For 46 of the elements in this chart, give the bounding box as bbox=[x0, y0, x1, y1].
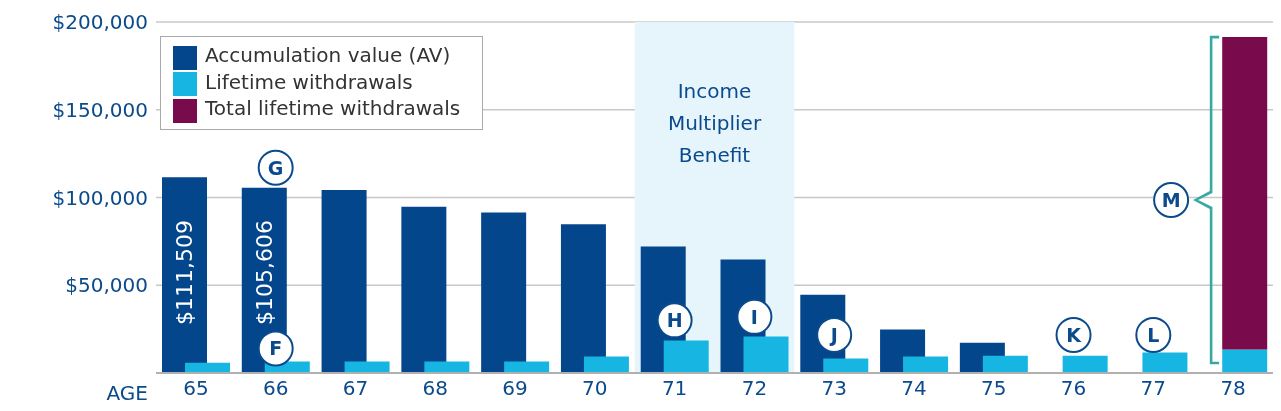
x-axis-title: AGE bbox=[106, 381, 148, 406]
bar bbox=[321, 189, 367, 373]
bar bbox=[982, 355, 1028, 373]
annotation: K bbox=[1066, 323, 1083, 346]
bar bbox=[401, 206, 447, 373]
y-tick-label: $150,000 bbox=[52, 97, 148, 122]
legend-label: Accumulation value (AV) bbox=[205, 43, 451, 67]
x-tick-label: 70 bbox=[582, 376, 608, 401]
y-tick-label: $200,000 bbox=[52, 10, 148, 35]
x-tick-label: 74 bbox=[901, 376, 927, 401]
bar bbox=[823, 358, 869, 373]
y-tick-label: $50,000 bbox=[65, 273, 148, 298]
x-tick-label: 71 bbox=[661, 376, 688, 401]
annotation: L bbox=[1147, 323, 1160, 346]
x-tick-label: 73 bbox=[821, 376, 847, 401]
x-tick-label: 66 bbox=[262, 376, 289, 401]
bar bbox=[560, 224, 606, 373]
data-label: $111,509 bbox=[172, 220, 198, 325]
x-tick-label: 76 bbox=[1060, 376, 1087, 401]
legend-label: Total lifetime withdrawals bbox=[205, 96, 461, 120]
annotation: I bbox=[750, 305, 758, 328]
x-tick-label: 78 bbox=[1220, 376, 1246, 401]
bar bbox=[1222, 349, 1268, 373]
x-tick-label: 72 bbox=[741, 376, 768, 401]
bar bbox=[344, 361, 390, 373]
data-label: $105,606 bbox=[251, 220, 277, 325]
bar bbox=[162, 177, 207, 373]
x-tick-label: 75 bbox=[981, 376, 1007, 401]
x-tick-label: 69 bbox=[502, 376, 528, 401]
annotation: G bbox=[267, 156, 284, 179]
band-label: Income Multiplier Benefit bbox=[667, 79, 762, 168]
annotation: F bbox=[269, 337, 283, 360]
bar bbox=[583, 356, 629, 373]
bar bbox=[504, 361, 550, 373]
x-tick-label: 77 bbox=[1140, 376, 1167, 401]
annotation: J bbox=[828, 323, 838, 346]
annotation: H bbox=[666, 309, 683, 332]
y-tick-label: $100,000 bbox=[52, 185, 148, 210]
annotation: M bbox=[1161, 188, 1181, 211]
x-tick-label: 67 bbox=[342, 376, 369, 401]
bar bbox=[424, 361, 470, 373]
legend-label: Lifetime withdrawals bbox=[205, 69, 413, 94]
bar bbox=[481, 212, 527, 373]
bar bbox=[903, 356, 949, 373]
x-tick-label: 68 bbox=[422, 376, 448, 401]
x-tick-label: 65 bbox=[183, 376, 209, 401]
